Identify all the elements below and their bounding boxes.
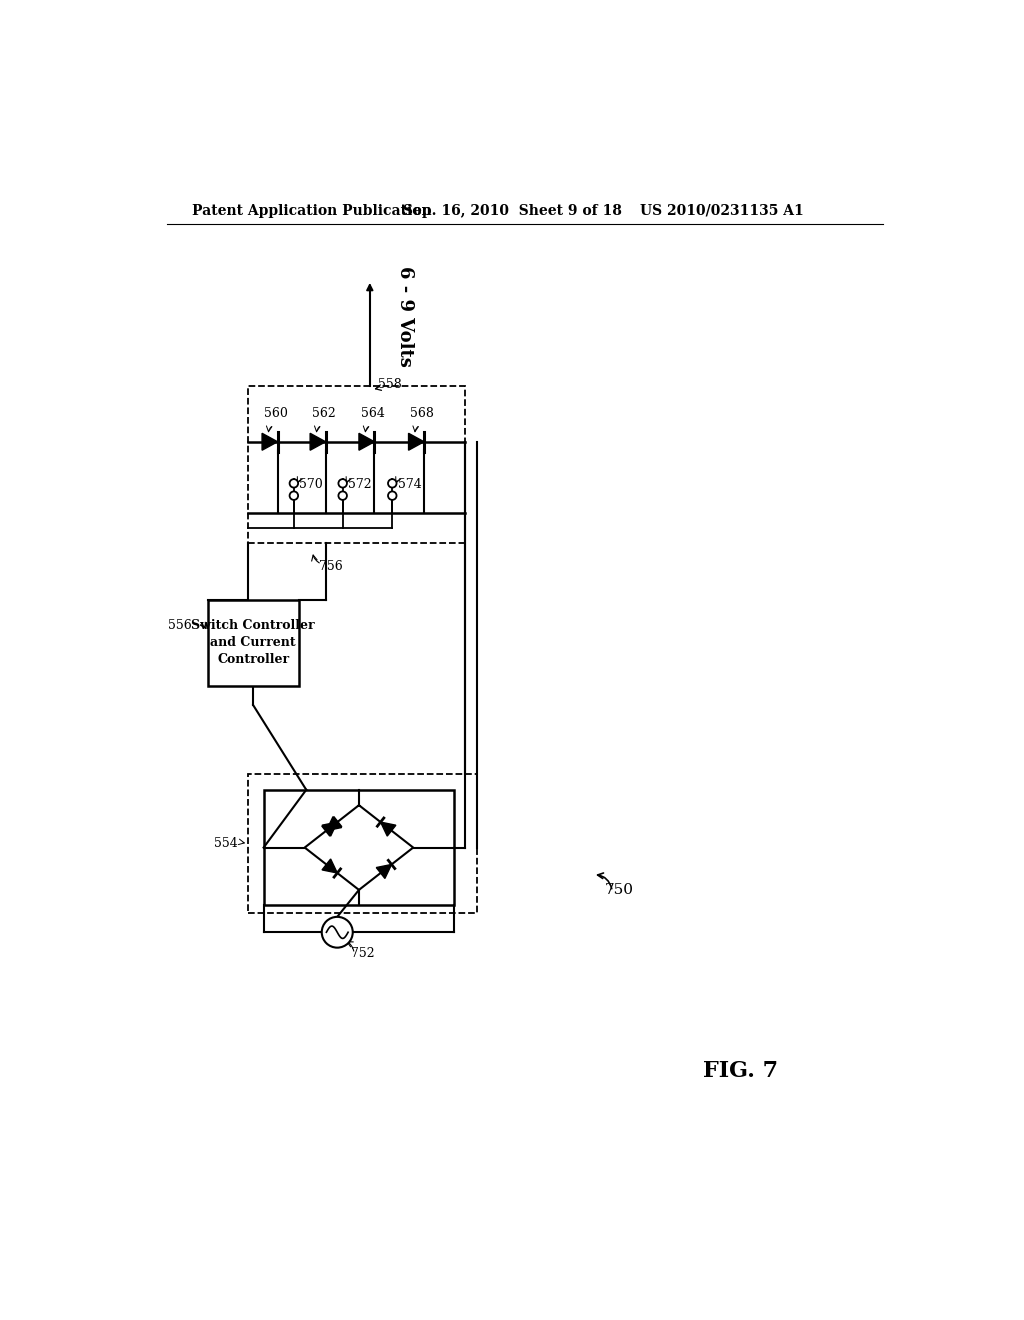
Text: 568: 568 — [410, 407, 434, 420]
Text: Switch Controller
and Current
Controller: Switch Controller and Current Controller — [191, 619, 315, 667]
Text: 562: 562 — [311, 407, 336, 420]
Text: 756: 756 — [319, 560, 343, 573]
Text: 750: 750 — [604, 883, 634, 896]
Text: 6 - 9 Volts: 6 - 9 Volts — [396, 265, 415, 367]
Text: Sep. 16, 2010  Sheet 9 of 18: Sep. 16, 2010 Sheet 9 of 18 — [403, 203, 622, 218]
Circle shape — [290, 491, 298, 500]
Text: 554: 554 — [214, 837, 238, 850]
Polygon shape — [322, 822, 337, 836]
Bar — [248, 385, 465, 544]
Text: US 2010/0231135 A1: US 2010/0231135 A1 — [640, 203, 803, 218]
Bar — [208, 599, 299, 686]
Text: 570: 570 — [299, 478, 323, 491]
Polygon shape — [381, 822, 396, 836]
Circle shape — [322, 917, 352, 948]
Polygon shape — [322, 859, 337, 873]
Circle shape — [388, 491, 396, 500]
Text: 558: 558 — [378, 378, 401, 391]
Bar — [248, 775, 477, 913]
Bar — [263, 789, 454, 906]
Circle shape — [338, 491, 347, 500]
Polygon shape — [376, 865, 391, 878]
Circle shape — [338, 479, 347, 487]
Text: FIG. 7: FIG. 7 — [702, 1060, 778, 1082]
Polygon shape — [310, 433, 326, 450]
Polygon shape — [262, 433, 278, 450]
Polygon shape — [359, 433, 375, 450]
Text: 556: 556 — [168, 619, 191, 632]
Text: 560: 560 — [263, 407, 288, 420]
Circle shape — [388, 479, 396, 487]
Text: 752: 752 — [351, 948, 375, 961]
Text: Patent Application Publication: Patent Application Publication — [191, 203, 431, 218]
Polygon shape — [327, 817, 342, 830]
Text: 564: 564 — [360, 407, 384, 420]
Text: 574: 574 — [397, 478, 422, 491]
Text: 572: 572 — [348, 478, 372, 491]
Polygon shape — [409, 433, 424, 450]
Circle shape — [290, 479, 298, 487]
